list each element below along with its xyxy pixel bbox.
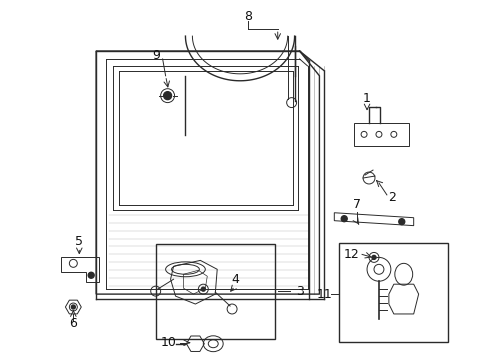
Circle shape <box>201 287 205 291</box>
Text: 4: 4 <box>231 273 239 286</box>
Circle shape <box>71 305 75 309</box>
Circle shape <box>163 92 171 100</box>
Text: 1: 1 <box>363 92 370 105</box>
Text: 3: 3 <box>295 285 303 298</box>
Circle shape <box>88 272 94 278</box>
Text: 11: 11 <box>316 288 331 301</box>
Text: 5: 5 <box>75 235 83 248</box>
Text: 6: 6 <box>69 318 77 330</box>
Text: 12: 12 <box>343 248 358 261</box>
Circle shape <box>341 216 346 222</box>
Text: 2: 2 <box>387 192 395 204</box>
Text: 9: 9 <box>151 49 159 63</box>
Circle shape <box>398 219 404 225</box>
Text: 8: 8 <box>244 10 251 23</box>
Text: 10: 10 <box>161 336 176 349</box>
Circle shape <box>371 255 375 260</box>
Text: 7: 7 <box>352 198 360 211</box>
